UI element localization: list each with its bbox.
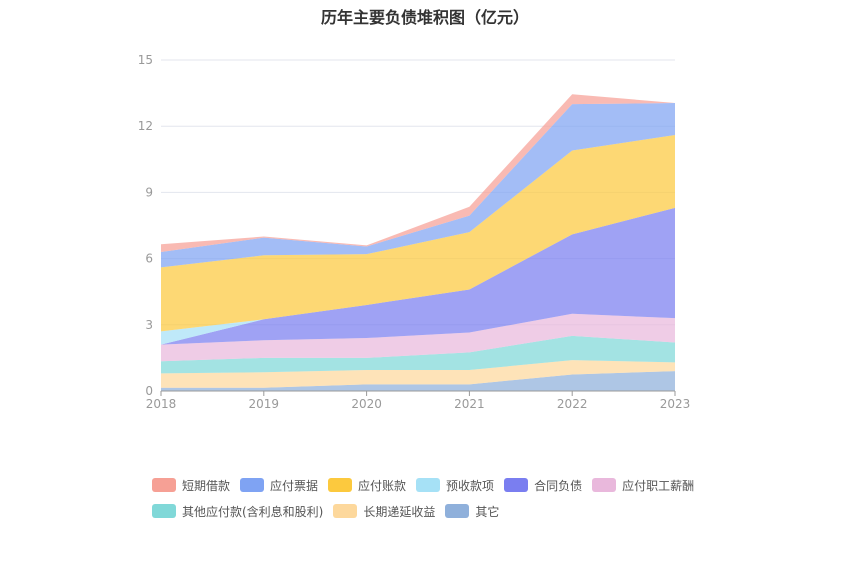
area-series: [161, 207, 675, 345]
x-tick-label: 2021: [454, 397, 485, 411]
legend-swatch: [592, 478, 617, 492]
legend-swatch: [152, 478, 176, 492]
x-tick-label: 2019: [249, 397, 280, 411]
legend-item[interactable]: 应付票据: [240, 476, 318, 494]
legend-label: 其它: [475, 504, 500, 519]
legend-item[interactable]: 合同负债: [504, 476, 582, 494]
x-tick-label: 2022: [557, 397, 588, 411]
legend-swatch: [333, 504, 358, 518]
area-series: [161, 371, 675, 391]
legend-label: 合同负债: [534, 478, 583, 493]
legend-swatch: [504, 478, 529, 492]
area-series: [161, 135, 675, 332]
legend-item[interactable]: 应付职工薪酬: [592, 476, 694, 494]
y-tick-label: 0: [145, 384, 153, 398]
area-series: [161, 207, 675, 345]
legend-swatch: [416, 478, 441, 492]
legend-item[interactable]: 其它: [445, 502, 499, 520]
x-tick-label: 2020: [351, 397, 382, 411]
legend-label: 长期递延收益: [363, 504, 436, 519]
legend-label: 应付账款: [358, 478, 407, 493]
legend: 短期借款 应付票据 应付账款 预收款项 合同负债 应付职工薪酬其他应付款(含利息和股利) 长…: [152, 476, 712, 528]
legend-label: 应付票据: [270, 478, 319, 493]
y-tick-label: 6: [145, 252, 153, 266]
area-series: [161, 360, 675, 388]
y-tick-label: 12: [138, 119, 153, 133]
legend-swatch: [445, 504, 470, 518]
area-series: [161, 103, 675, 268]
y-tick-label: 15: [138, 53, 153, 67]
legend-swatch: [152, 504, 176, 518]
legend-swatch: [328, 478, 353, 492]
legend-item[interactable]: 应付账款: [328, 476, 406, 494]
chart-title: 历年主要负债堆积图（亿元）: [320, 8, 529, 27]
y-tick-label: 3: [145, 318, 153, 332]
legend-label: 预收款项: [446, 478, 495, 493]
legend-item[interactable]: 长期递延收益: [333, 502, 435, 520]
area-series: [161, 335, 675, 374]
x-tick-label: 2023: [660, 397, 691, 411]
legend-item[interactable]: 其他应付款(含利息和股利): [152, 502, 323, 520]
legend-label: 其他应付款(含利息和股利): [182, 504, 324, 519]
legend-item[interactable]: 预收款项: [416, 476, 494, 494]
x-tick-label: 2018: [146, 397, 177, 411]
legend-label: 短期借款: [182, 478, 231, 493]
legend-swatch: [240, 478, 265, 492]
area-series: [161, 313, 675, 362]
legend-item[interactable]: 短期借款: [152, 476, 230, 494]
y-tick-label: 9: [145, 185, 153, 199]
legend-label: 应付职工薪酬: [622, 478, 695, 493]
